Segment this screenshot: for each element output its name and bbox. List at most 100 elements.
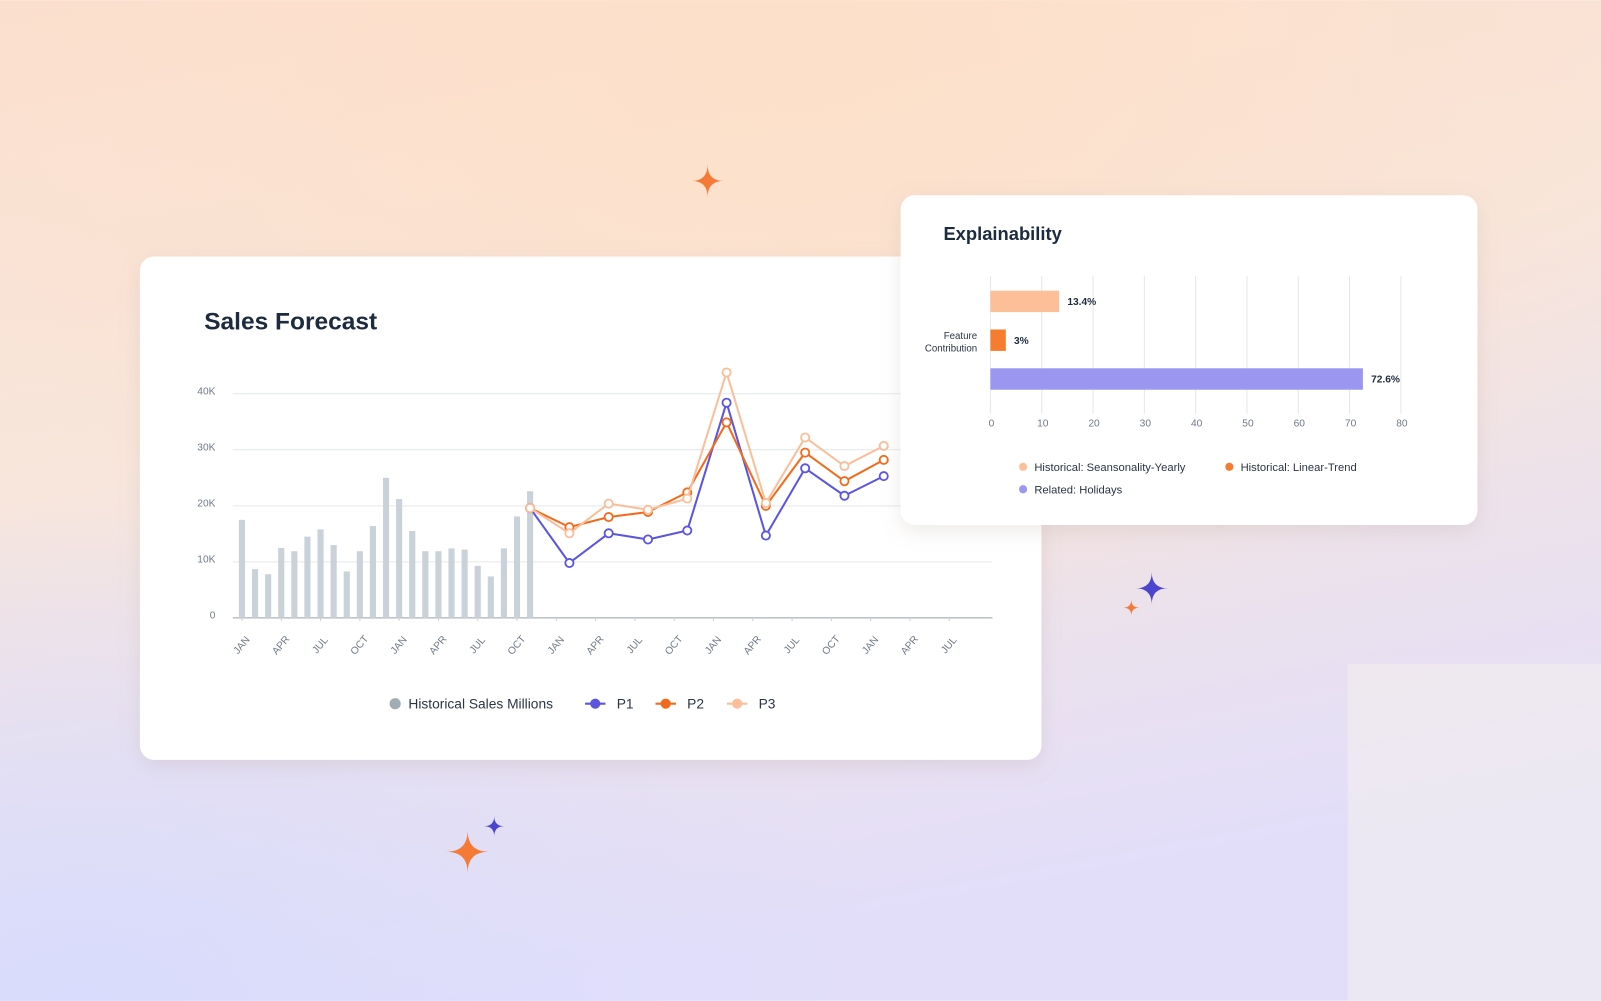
bar — [461, 549, 468, 618]
y-tick-label: 30K — [197, 442, 215, 453]
line-marker — [800, 463, 811, 474]
series-line — [529, 401, 885, 565]
y-tick-label: 20K — [197, 498, 215, 509]
line-marker — [839, 490, 850, 501]
bar — [238, 519, 246, 618]
bar — [409, 531, 416, 618]
bar — [382, 477, 390, 618]
legend-label: P1 — [617, 696, 634, 711]
bar — [500, 548, 507, 618]
legend-label: P2 — [687, 696, 704, 711]
y-tick-label: 40K — [197, 386, 215, 397]
legend-swatch — [1019, 462, 1028, 471]
sales-card — [139, 256, 1042, 760]
series-line — [529, 421, 885, 529]
series-line — [529, 371, 885, 535]
x-tick-label: 10 — [1037, 419, 1049, 430]
value-label: 13.4% — [1067, 297, 1096, 308]
line-marker — [839, 476, 850, 487]
sparkle — [691, 164, 724, 198]
y-tick-label: 0 — [210, 611, 216, 622]
legend-swatch — [389, 698, 401, 710]
bar — [396, 499, 403, 618]
background-glow — [1347, 663, 1601, 1001]
line-marker — [878, 471, 889, 482]
bar — [422, 551, 429, 618]
line-marker — [800, 432, 811, 443]
explain-card — [900, 195, 1478, 526]
legend-swatch — [660, 698, 671, 709]
x-tick-label: 0 — [989, 419, 995, 430]
value-label: 72.6% — [1371, 375, 1400, 386]
line-marker — [721, 367, 732, 378]
line-marker — [525, 503, 536, 514]
bar — [317, 529, 324, 618]
bar — [513, 516, 521, 618]
x-tick-label: 80 — [1396, 419, 1408, 430]
line-marker — [800, 447, 811, 458]
x-tick-label: 60 — [1294, 419, 1306, 430]
x-tick-label: 30 — [1140, 419, 1152, 430]
legend-swatch — [590, 698, 601, 709]
legend-label: Historical: Seansonality-Yearly — [1034, 462, 1185, 474]
bar — [990, 368, 1363, 390]
x-tick-label: 70 — [1345, 419, 1357, 430]
bar — [291, 551, 298, 618]
line-marker — [878, 454, 889, 465]
bar — [330, 545, 337, 618]
bar — [356, 551, 363, 618]
bar — [369, 526, 377, 618]
line-marker — [839, 461, 850, 472]
legend-label: Historical: Linear-Trend — [1241, 462, 1357, 474]
value-label: 3% — [1014, 336, 1029, 347]
line-marker — [760, 498, 771, 509]
chart-title: Explainability — [943, 223, 1062, 244]
line-marker — [682, 525, 693, 536]
legend-swatch — [1019, 485, 1028, 494]
bar — [990, 290, 1060, 313]
line-marker — [682, 493, 693, 504]
bar — [265, 574, 272, 618]
legend-swatch — [1225, 462, 1234, 471]
sparkle — [1135, 571, 1169, 605]
bar — [487, 576, 494, 618]
bar — [435, 551, 442, 618]
sparkle — [1123, 599, 1140, 616]
sparkle — [483, 816, 505, 837]
x-tick-label: 50 — [1242, 419, 1254, 430]
line-marker — [564, 528, 575, 539]
explain-chart: Explainability Feature Contribution 0 10 2… — [924, 223, 1408, 496]
legend-label: Related: Holidays — [1034, 484, 1122, 496]
legend-label: Historical Sales Millions — [408, 696, 553, 711]
line-marker — [603, 512, 614, 523]
bar — [278, 547, 285, 618]
line-marker — [564, 557, 575, 569]
line-marker — [721, 397, 732, 408]
line-marker — [760, 530, 771, 541]
line-marker — [642, 534, 653, 545]
sparkle — [446, 830, 490, 874]
line-marker — [603, 498, 614, 509]
bar — [527, 491, 534, 618]
x-tick-label: 40 — [1191, 419, 1203, 430]
line-marker — [642, 504, 653, 515]
category-label-box: Feature Contribution — [924, 331, 978, 355]
y-tick-label: 10K — [197, 555, 215, 566]
bar — [474, 565, 481, 618]
line-marker — [603, 528, 614, 539]
line-marker — [878, 440, 889, 451]
bar — [990, 329, 1006, 351]
bar — [343, 571, 350, 618]
bar — [304, 536, 311, 618]
chart-title: Sales Forecast — [204, 308, 377, 335]
line-marker — [721, 417, 732, 428]
bar — [448, 548, 455, 618]
category-label: Feature Contribution — [924, 331, 978, 355]
legend-swatch — [732, 698, 743, 709]
x-tick-label: 20 — [1088, 419, 1100, 430]
legend-label: P3 — [759, 696, 776, 711]
bar — [252, 569, 259, 618]
